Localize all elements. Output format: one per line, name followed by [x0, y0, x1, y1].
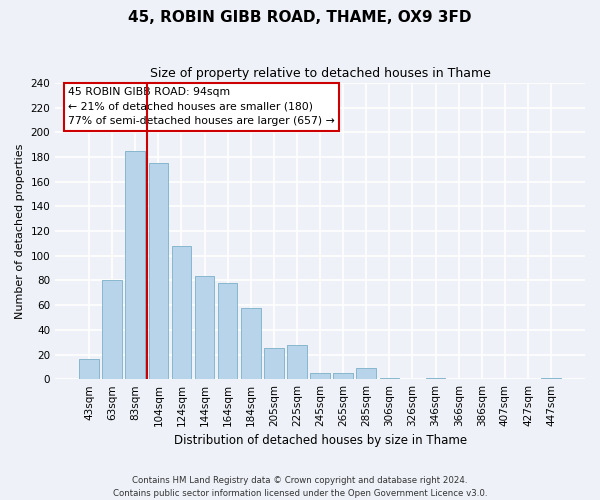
Text: 45 ROBIN GIBB ROAD: 94sqm
← 21% of detached houses are smaller (180)
77% of semi: 45 ROBIN GIBB ROAD: 94sqm ← 21% of detac…	[68, 88, 335, 126]
Bar	[541, 378, 561, 379]
Bar	[172, 246, 191, 379]
X-axis label: Distribution of detached houses by size in Thame: Distribution of detached houses by size …	[173, 434, 467, 448]
Bar	[218, 283, 238, 379]
Bar	[149, 164, 168, 379]
Bar	[241, 308, 260, 379]
Bar	[310, 373, 330, 379]
Bar	[125, 151, 145, 379]
Bar	[380, 378, 399, 379]
Bar	[79, 360, 99, 379]
Y-axis label: Number of detached properties: Number of detached properties	[15, 144, 25, 319]
Bar	[103, 280, 122, 379]
Title: Size of property relative to detached houses in Thame: Size of property relative to detached ho…	[149, 68, 491, 80]
Bar	[356, 368, 376, 379]
Bar	[264, 348, 284, 379]
Bar	[195, 276, 214, 379]
Bar	[287, 344, 307, 379]
Bar	[334, 373, 353, 379]
Text: 45, ROBIN GIBB ROAD, THAME, OX9 3FD: 45, ROBIN GIBB ROAD, THAME, OX9 3FD	[128, 10, 472, 25]
Text: Contains HM Land Registry data © Crown copyright and database right 2024.
Contai: Contains HM Land Registry data © Crown c…	[113, 476, 487, 498]
Bar	[426, 378, 445, 379]
